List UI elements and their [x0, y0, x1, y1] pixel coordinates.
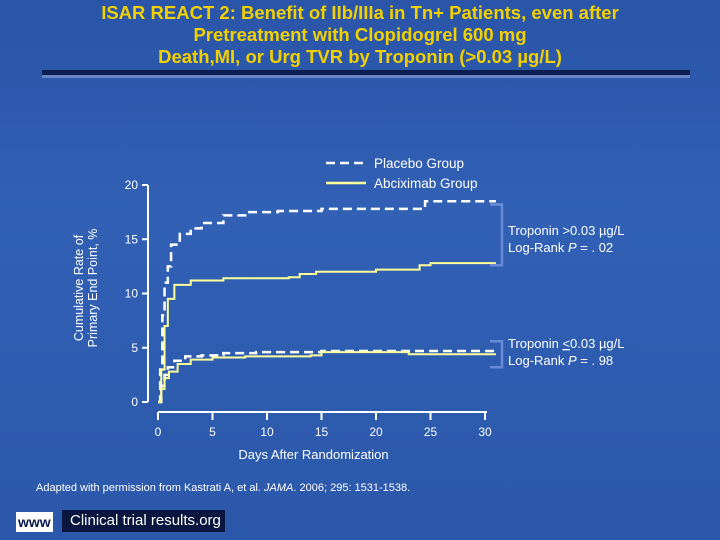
y-tick-label: 5: [131, 341, 138, 355]
legend-label: Abciximab Group: [374, 176, 478, 191]
series-line-abciximab: [158, 351, 496, 403]
citation-journal: JAMA: [264, 482, 294, 494]
y-tick-label: 10: [125, 287, 139, 301]
title-line-2: Pretreatment with Clopidogrel 600 mg: [193, 24, 527, 45]
citation-prefix: Adapted with permission from Kastrati A,…: [36, 482, 265, 494]
annotation-low-troponin-pvalue: Log-Rank P = . 98: [508, 353, 613, 368]
axes: 0 5 10 15 20 0 5 10 15 20 25 30 Days After Randomiza…: [125, 178, 492, 462]
title-divider: [42, 70, 690, 78]
y-tick-label: 15: [125, 232, 139, 246]
brand-org: .org: [195, 512, 221, 529]
legend: Placebo Group Abciximab Group: [326, 156, 478, 191]
brand-www: www: [16, 512, 53, 532]
citation-rest: . 2006; 295: 1531-1538.: [293, 482, 411, 494]
y-axis-label-line-1: Cumulative Rate of: [72, 234, 86, 342]
annotations: Troponin >0.03 µg/L Log-Rank P = . 02 Trop…: [490, 203, 625, 369]
series-line-placebo: [158, 349, 496, 404]
series-line-placebo: [158, 200, 496, 404]
y-axis-label-line-2: Primary End Point, %: [86, 228, 100, 348]
x-tick-label: 30: [478, 425, 492, 439]
x-tick-label: 5: [209, 425, 216, 439]
x-tick-label: 15: [315, 425, 329, 439]
y-tick-label: 0: [131, 395, 138, 409]
x-tick-label: 25: [424, 425, 438, 439]
brand-name: Clinical trial results: [70, 512, 196, 529]
curves: [158, 200, 496, 404]
x-axis-label: Days After Randomization: [238, 447, 388, 462]
citation-footnote: Adapted with permission from Kastrati A,…: [36, 482, 410, 494]
brand-logo: Clinical trial results.org: [62, 510, 225, 532]
bracket-low-troponin: [490, 339, 504, 369]
annotation-high-troponin-pvalue: Log-Rank P = . 02: [508, 240, 613, 255]
y-tick-label: 20: [125, 178, 139, 192]
title-line-3: Death,MI, or Urg TVR by Troponin (>0.03 …: [158, 46, 562, 67]
series-line-abciximab: [158, 262, 496, 403]
slide-title: ISAR REACT 2: Benefit of IIb/IIIa in Tn+…: [0, 2, 720, 68]
x-tick-label: 10: [260, 425, 274, 439]
annotation-low-troponin-label: Troponin <0.03 µg/L: [508, 336, 625, 351]
x-tick-label: 0: [155, 425, 162, 439]
legend-label: Placebo Group: [374, 156, 464, 171]
title-line-1: ISAR REACT 2: Benefit of IIb/IIIa in Tn+…: [101, 2, 619, 23]
bracket-high-troponin: [490, 203, 504, 267]
annotation-high-troponin-label: Troponin >0.03 µg/L: [508, 223, 625, 238]
x-tick-label: 20: [369, 425, 383, 439]
